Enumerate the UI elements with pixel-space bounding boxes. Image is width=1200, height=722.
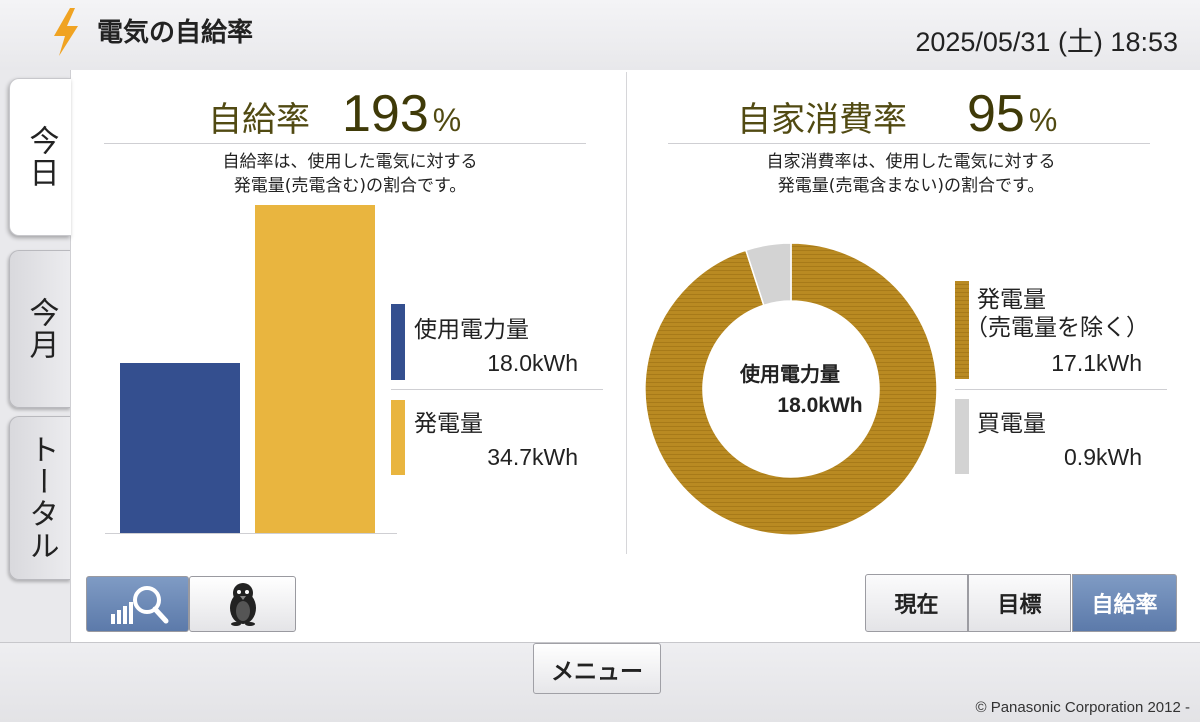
legend-divider xyxy=(955,389,1167,390)
description-line: 自給率は、使用した電気に対する xyxy=(222,152,478,172)
legend-value-generation: 34.7kWh xyxy=(487,444,578,470)
penguin-icon xyxy=(229,583,256,626)
legend-swatch-generation xyxy=(391,400,405,475)
donut-slice-generation xyxy=(645,243,937,535)
description-line: 自家消費率は、使用した電気に対する xyxy=(766,152,1056,172)
donut-center-value: 18.0kWh xyxy=(777,394,863,417)
legend-label-line: （売電量を除く） xyxy=(965,315,1149,341)
legend-value-generation-self: 17.1kWh xyxy=(1051,350,1142,376)
heading-underline xyxy=(104,143,586,144)
tab-total-label: トータル xyxy=(23,434,59,562)
legend-label-line: 発電量 xyxy=(977,287,1046,313)
donut-center-label: 使用電力量 xyxy=(740,362,840,386)
self-sufficiency-unit: % xyxy=(432,102,462,138)
legend-value-purchased: 0.9kWh xyxy=(1064,444,1142,470)
self-consumption-label: 自家消費率 xyxy=(737,100,907,140)
view-target-button[interactable]: 目標 xyxy=(968,574,1071,632)
legend-label-generation: 発電量 xyxy=(414,411,483,437)
self-consumption-value: 95 xyxy=(967,85,1025,143)
chart-magnifier-icon xyxy=(110,586,168,624)
copyright-text: © Panasonic Corporation 2012 - xyxy=(975,699,1190,716)
self-sufficiency-label: 自給率 xyxy=(208,100,310,140)
legend-divider xyxy=(391,389,603,390)
graph-view-button[interactable] xyxy=(86,576,189,632)
datetime-display: 2025/05/31 (土) 18:53 xyxy=(915,27,1178,57)
legend-label-generation-self: 発電量 （売電量を除く） xyxy=(965,286,1149,342)
heading-underline xyxy=(668,143,1150,144)
legend-value-usage: 18.0kWh xyxy=(487,350,578,376)
donut-slice-purchased xyxy=(744,243,792,307)
app-header: 電気の自給率 2025/05/31 (土) 18:53 xyxy=(0,0,1200,70)
self-sufficiency-value: 193 xyxy=(342,85,429,143)
bar-usage xyxy=(120,363,240,533)
self-consumption-unit: % xyxy=(1028,102,1058,138)
view-target-label: 目標 xyxy=(997,593,1042,618)
bar-generation xyxy=(255,205,375,533)
tab-today-label: 今日 xyxy=(23,125,59,189)
donut-chart xyxy=(645,243,937,535)
view-current-button[interactable]: 現在 xyxy=(865,574,968,632)
view-current-label: 現在 xyxy=(894,593,939,618)
tab-total[interactable]: トータル xyxy=(9,416,71,580)
penguin-button[interactable] xyxy=(189,576,296,632)
description-line: 発電量(売電含まない)の割合です。 xyxy=(777,176,1045,196)
menu-button-label: メニュー xyxy=(551,658,643,685)
menu-button[interactable]: メニュー xyxy=(533,643,661,694)
view-self-sufficiency-button[interactable]: 自給率 xyxy=(1072,574,1177,632)
self-sufficiency-heading: 自給率 193 % xyxy=(208,84,461,144)
self-sufficiency-description: 自給率は、使用した電気に対する 発電量(売電含む)の割合です。 xyxy=(104,150,596,198)
lightning-bolt-icon xyxy=(54,8,78,56)
legend-label-purchased: 買電量 xyxy=(977,411,1046,437)
self-consumption-heading: 自家消費率 95 % xyxy=(737,84,1057,144)
legend-swatch-usage xyxy=(391,304,405,380)
tab-this-month[interactable]: 今月 xyxy=(9,250,71,408)
panel-divider xyxy=(626,72,627,554)
legend-swatch-purchased xyxy=(955,399,969,474)
legend-label-usage: 使用電力量 xyxy=(414,317,529,343)
view-self-sufficiency-label: 自給率 xyxy=(1091,593,1158,618)
self-consumption-description: 自家消費率は、使用した電気に対する 発電量(売電含まない)の割合です。 xyxy=(656,150,1166,198)
tab-this-month-label: 今月 xyxy=(23,297,59,361)
bar-baseline xyxy=(105,533,397,534)
tab-today[interactable]: 今日 xyxy=(9,78,71,236)
app-title: 電気の自給率 xyxy=(97,18,254,48)
legend-swatch-generation-self xyxy=(955,281,969,379)
description-line: 発電量(売電含む)の割合です。 xyxy=(233,176,467,196)
